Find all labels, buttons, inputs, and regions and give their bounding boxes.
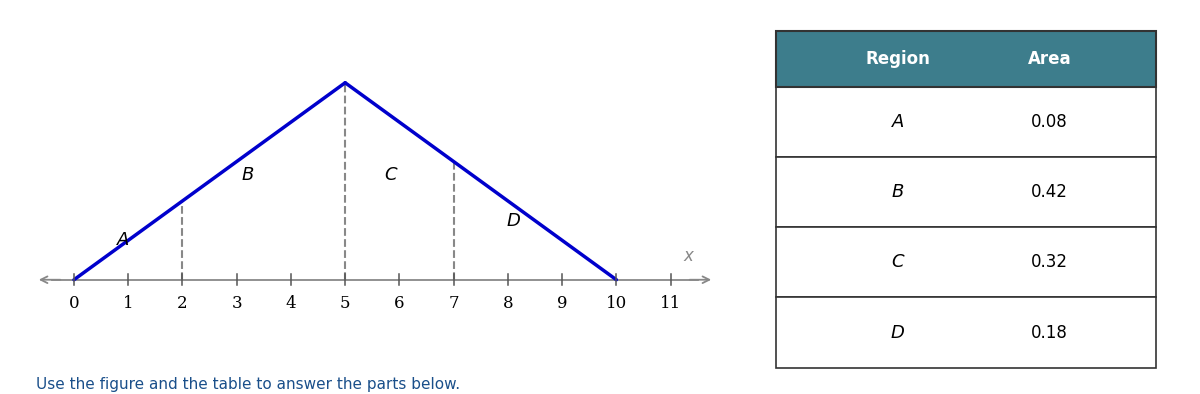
Text: $D$: $D$ — [890, 323, 905, 342]
Text: 4: 4 — [286, 295, 296, 312]
Text: 9: 9 — [557, 295, 568, 312]
Bar — [776, 157, 1156, 227]
Text: $C$: $C$ — [384, 166, 398, 184]
Text: 3: 3 — [232, 295, 242, 312]
Text: 10: 10 — [606, 295, 626, 312]
Text: $A$: $A$ — [890, 113, 905, 131]
Text: 1: 1 — [122, 295, 133, 312]
Text: Region: Region — [865, 50, 930, 68]
Text: $D$: $D$ — [506, 212, 521, 230]
Text: 5: 5 — [340, 295, 350, 312]
Text: 0: 0 — [68, 295, 79, 312]
Text: 0.08: 0.08 — [1031, 113, 1068, 131]
Text: 0.18: 0.18 — [1031, 323, 1068, 342]
Text: $x$: $x$ — [683, 247, 696, 265]
Text: 0.42: 0.42 — [1031, 183, 1068, 201]
Text: 2: 2 — [178, 295, 187, 312]
Text: $B$: $B$ — [892, 183, 905, 201]
Text: Area: Area — [1027, 50, 1072, 68]
Text: Use the figure and the table to answer the parts below.: Use the figure and the table to answer t… — [36, 377, 460, 392]
Bar — [776, 31, 1156, 87]
Text: $B$: $B$ — [241, 166, 254, 184]
Text: 8: 8 — [503, 295, 514, 312]
Text: $A$: $A$ — [115, 231, 130, 249]
Bar — [776, 87, 1156, 157]
Text: 7: 7 — [449, 295, 458, 312]
Text: 11: 11 — [660, 295, 682, 312]
Text: $C$: $C$ — [890, 253, 905, 271]
Text: 0.32: 0.32 — [1031, 253, 1068, 271]
Text: 6: 6 — [394, 295, 404, 312]
Bar — [776, 297, 1156, 368]
Bar — [776, 227, 1156, 297]
